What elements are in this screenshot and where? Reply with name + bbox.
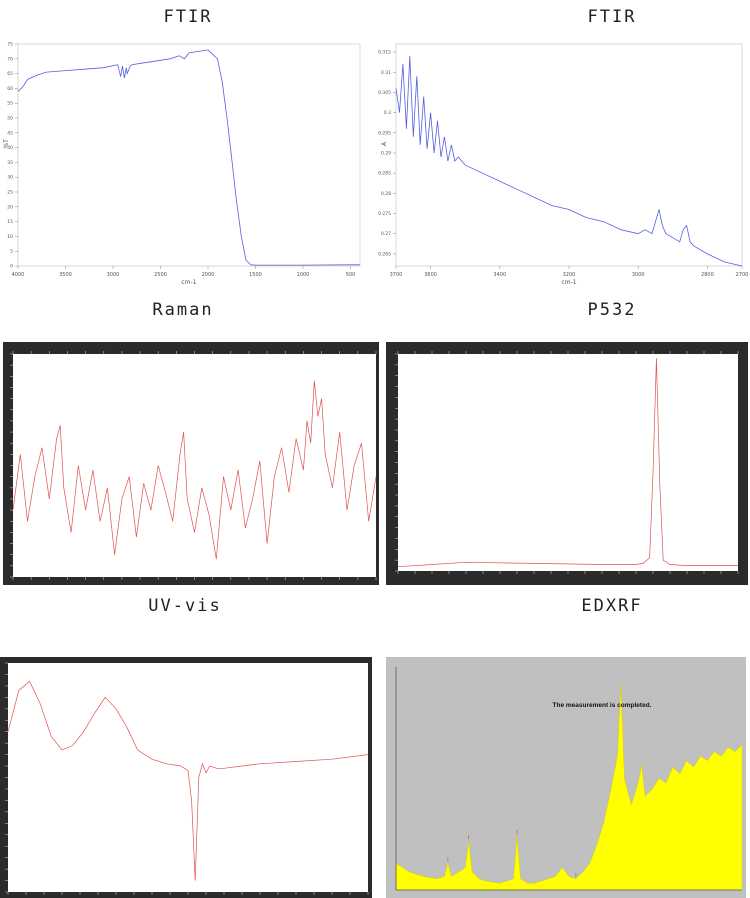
title-raman: Raman [152,300,214,320]
y-tick-label: 0.28 [381,191,391,197]
y-tick-label: 60 [7,86,13,92]
x-tick-label: 3200 [563,272,576,278]
y-tick-label: 0.3 [384,110,391,116]
y-tick-label: 0.285 [378,171,391,177]
plot-area [13,354,376,577]
y-tick-label: 50 [7,116,13,122]
plot-area [8,663,368,892]
ftir-chart-1: 4000 3500 3000 2500 2000 1500 1000 500 0 5 10 15 20 2… [3,42,361,286]
p532-chart [386,342,748,585]
y-tick-label: 35 [7,160,13,166]
series-line [12,380,377,560]
y-tick-label: 70 [7,56,13,62]
x-tick-label: 3600 [424,272,437,278]
x-tick-label: 3000 [632,272,645,278]
x-axis-label: cm-1 [181,279,196,286]
y-tick-label: 0.295 [378,130,391,136]
y-tick-label: 0.275 [378,211,391,217]
series-line [17,49,360,266]
title-uvvis: UV-vis [148,596,222,616]
y-tick-label: 25 [7,190,13,196]
series-line [7,680,369,881]
x-tick-label: 1000 [297,272,310,278]
y-tick-label: 5 [10,249,13,255]
y-tick-label: 40 [7,145,13,151]
x-axis-label: cm-1 [561,279,576,286]
series-line [397,358,738,568]
y-tick-label: 0.31 [381,70,391,76]
y-tick-label: 20 [7,204,13,210]
ftir-chart-2: 3700 3600 3400 3200 3000 2800 2700 0.265 0.27 0.2… [378,43,749,286]
plot-area [395,43,743,267]
x-tick-label: 3700 [390,272,403,278]
y-tick-label: 65 [7,71,13,77]
y-tick-label: 0.315 [378,50,391,56]
x-tick-label: 1500 [249,272,262,278]
series-line [395,56,743,267]
x-tick-label: 3400 [493,272,506,278]
x-tick-label: 3500 [59,272,72,278]
plot-area [398,354,738,571]
measurement-status: The measurement is completed. [553,702,652,709]
y-tick-label: 55 [7,101,13,107]
y-tick-label: 0.27 [381,231,391,237]
title-edxrf: EDXRF [581,596,643,616]
x-tick-label: 2800 [701,272,714,278]
raman-chart [3,342,379,585]
title-ftir-1: FTIR [163,7,213,27]
x-tick-label: 4000 [12,272,25,278]
x-tick-label: 500 [346,272,356,278]
title-p532: P532 [587,300,637,320]
x-tick-label: 3000 [107,272,120,278]
y-tick-label: 15 [7,219,13,225]
spectrum-area [395,684,743,891]
y-tick-label: 75 [7,42,13,48]
plot-area [17,43,361,267]
title-ftir-2: FTIR [587,7,637,27]
y-tick-label: 0 [10,264,13,270]
y-tick-label: 0.29 [381,150,391,156]
uvvis-chart [0,657,372,898]
y-tick-label: 0.265 [378,251,391,257]
y-tick-label: 30 [7,175,13,181]
edxrf-chart: The measurement is completed. [386,657,746,898]
y-tick-label: 0.305 [378,90,391,96]
x-tick-label: 2500 [154,272,167,278]
y-axis-label: %T [3,139,10,149]
x-tick-label: 2000 [202,272,215,278]
y-tick-label: 45 [7,130,13,136]
x-tick-label: 2700 [736,272,749,278]
y-tick-label: 10 [7,234,13,240]
y-axis-label: A [381,141,388,146]
